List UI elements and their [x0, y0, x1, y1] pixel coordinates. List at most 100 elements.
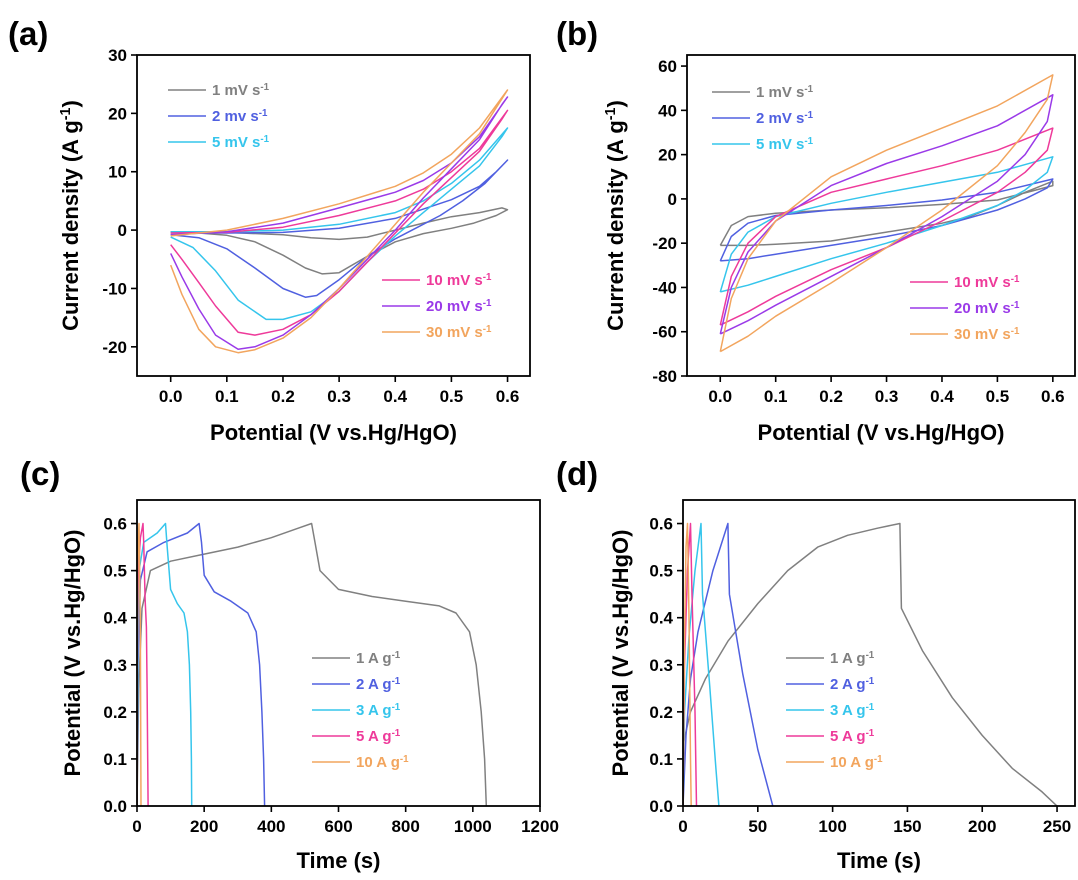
y-tick-label: 0.5	[649, 562, 673, 581]
plot-frame	[682, 499, 1076, 807]
y-tick-label: 20	[108, 104, 127, 123]
y-tick-label: 20	[658, 146, 677, 165]
label-main: Potential (V vs.Hg/HgO)	[758, 420, 1005, 445]
label-main: 5 A g	[356, 728, 392, 745]
x-tick-label: 100	[818, 817, 846, 836]
y-tick-label: 0.6	[649, 515, 673, 534]
series-group	[683, 522, 1058, 806]
x-tick-label: 1200	[521, 817, 559, 836]
label-main: 5 mV s	[756, 136, 804, 153]
y-tick-label: -10	[102, 279, 127, 298]
label-main: 1 mV s	[212, 82, 260, 99]
y-tick-label: 40	[658, 101, 677, 120]
label-superscript: -1	[603, 107, 619, 120]
label-superscript: -1	[400, 754, 409, 765]
label-superscript: -1	[866, 702, 875, 713]
legend-label: 2 mV s-1	[756, 110, 814, 128]
series-group	[169, 89, 509, 354]
label-main: Time (s)	[837, 848, 921, 873]
label-main: 3 A g	[356, 702, 392, 719]
label-superscript: -1	[392, 650, 401, 661]
y-tick-label: -20	[102, 338, 127, 357]
label-superscript: -1	[483, 324, 492, 335]
label-superscript: -1	[804, 84, 813, 95]
y-tick-label: 0	[668, 190, 677, 209]
legend: 1 A g-12 A g-13 A g-15 A g-110 A g-1	[312, 650, 409, 771]
series-group	[137, 522, 488, 806]
series-line-0	[137, 522, 488, 806]
y-tick-label: 0.6	[103, 515, 127, 534]
label-main: 10 mV s	[426, 272, 483, 289]
label-main: 5 mV s	[212, 134, 260, 151]
legend-label: 30 mV s-1	[426, 324, 492, 342]
chart-panel-b: (b) 0.0 0.1 0.2 0.3 0.4 0.5 0.6 -80 -60 -40 -20 0 20 4…	[556, 15, 1076, 445]
plot-frame	[136, 54, 531, 377]
x-tick-label: 200	[968, 817, 996, 836]
series-line-4	[683, 522, 692, 806]
legend: 10 mV s-120 mV s-130 mV s-1	[382, 272, 492, 342]
label-superscript: -1	[483, 298, 492, 309]
series-group	[719, 74, 1054, 353]
y-tick-label: 0.1	[103, 750, 127, 769]
series-line-0	[683, 522, 1058, 806]
legend-label: 2 mv s-1	[212, 108, 268, 126]
x-axis-title: Potential (V vs.Hg/HgO)	[210, 420, 457, 445]
label-superscript: -1	[260, 82, 269, 93]
label-tail: )	[603, 100, 628, 107]
series-line-1	[170, 159, 509, 298]
label-main: Current density (A g	[58, 120, 83, 331]
label-main: 2 A g	[830, 676, 866, 693]
series-line-5	[169, 89, 509, 354]
panel-label: (d)	[556, 455, 598, 492]
y-tick-label: -60	[652, 323, 677, 342]
series-line-0	[719, 180, 1054, 247]
label-main: 2 mv s	[212, 108, 259, 125]
series-line-2	[137, 522, 193, 806]
label-superscript: -1	[392, 676, 401, 687]
label-main: 1 mV s	[756, 84, 804, 101]
y-tick-label: 0.0	[649, 797, 673, 816]
label-superscript: -1	[866, 728, 875, 739]
series-line-0	[170, 207, 509, 275]
x-axis-title: Potential (V vs.Hg/HgO)	[758, 420, 1005, 445]
plot-frame	[686, 54, 1076, 377]
x-tick-label: 150	[893, 817, 921, 836]
label-main: 20 mV s	[954, 300, 1011, 317]
legend-label: 10 A g-1	[830, 754, 883, 772]
series-line-3	[719, 127, 1054, 326]
x-tick-label: 1000	[454, 817, 492, 836]
x-tick-label: 0.0	[159, 387, 183, 406]
x-tick-label: 0.0	[708, 387, 732, 406]
y-tick-label: 0.4	[103, 609, 127, 628]
label-main: Potential (V vs.Hg/HgO)	[60, 530, 85, 777]
y-tick-label: 0.2	[103, 703, 127, 722]
legend-label: 5 mV s-1	[212, 134, 270, 152]
series-line-2	[683, 522, 720, 806]
chart-panel-d: (d) 0 50 100 150 200 250 0.0 0.1 0.2 0.3 0.4 0.5 0.6 T…	[556, 455, 1076, 873]
x-tick-label: 0.2	[819, 387, 843, 406]
label-superscript: -1	[392, 702, 401, 713]
y-axis-title: Potential (V vs.Hg/HgO)	[608, 530, 633, 777]
legend-label: 5 A g-1	[356, 728, 401, 746]
y-axis-title: Current density (A g-1)	[603, 100, 628, 331]
legend: 1 mV s-1 2 mv s-1 5 mV s-1	[168, 82, 270, 152]
y-axis-title: Current density (A g-1)	[58, 100, 83, 331]
x-axis-title: Time (s)	[297, 848, 381, 873]
label-main: 30 mV s	[426, 324, 483, 341]
label-main: 3 A g	[830, 702, 866, 719]
x-tick-label: 0.5	[986, 387, 1010, 406]
y-tick-label: -20	[652, 234, 677, 253]
x-tick-label: 600	[324, 817, 352, 836]
legend-label: 1 A g-1	[830, 650, 875, 668]
label-main: 30 mV s	[954, 326, 1011, 343]
label-superscript: -1	[874, 754, 883, 765]
label-main: 1 A g	[830, 650, 866, 667]
panel-label: (a)	[8, 15, 48, 52]
x-tick-label: 0.6	[1041, 387, 1065, 406]
legend-label: 1 mV s-1	[756, 84, 814, 102]
label-main: 2 mV s	[756, 110, 804, 127]
y-tick-label: 10	[108, 163, 127, 182]
x-tick-label: 0.3	[327, 387, 351, 406]
y-tick-label: 0.3	[103, 656, 127, 675]
